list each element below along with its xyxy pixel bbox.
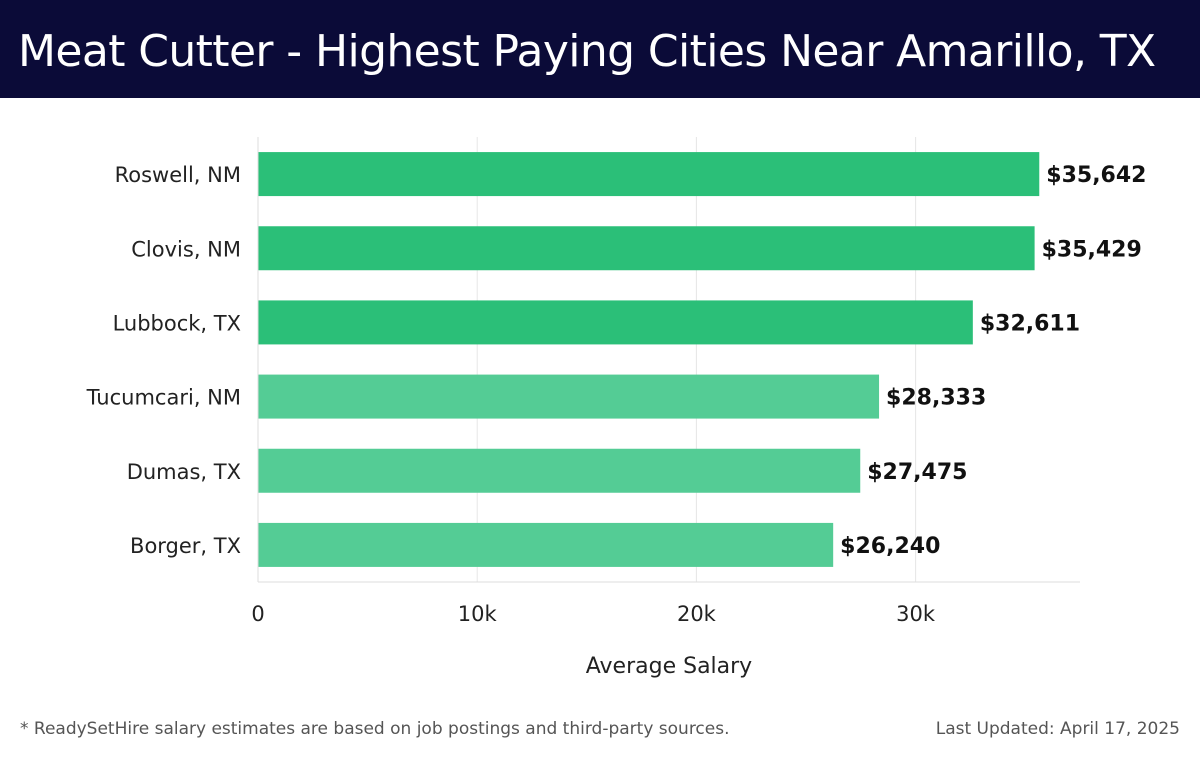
chart-title: Meat Cutter - Highest Paying Cities Near… <box>18 26 1156 77</box>
bar <box>258 300 973 345</box>
gridlines <box>257 137 917 582</box>
bar <box>258 152 1040 197</box>
value-label: $35,429 <box>1042 237 1142 262</box>
header-banner: Meat Cutter - Highest Paying Cities Near… <box>0 0 1200 98</box>
labels: 0 10k 20k 30k Roswell, NM $35,642 Clovis, NM $3… <box>86 163 1147 679</box>
category-label: Clovis, NM <box>131 237 241 261</box>
value-label: $35,642 <box>1046 163 1146 188</box>
x-tick-label: 30k <box>896 602 936 626</box>
x-axis-title: Average Salary <box>586 654 752 679</box>
bar <box>258 522 834 567</box>
bar <box>258 374 880 419</box>
category-label: Dumas, TX <box>127 460 241 484</box>
value-label: $26,240 <box>840 534 940 559</box>
x-tick-label: 0 <box>251 602 264 626</box>
category-label: Borger, TX <box>130 534 241 558</box>
value-label: $32,611 <box>980 311 1080 336</box>
category-label: Lubbock, TX <box>113 311 241 335</box>
bar <box>258 226 1035 271</box>
footnote: * ReadySetHire salary estimates are base… <box>20 719 730 739</box>
value-label: $28,333 <box>886 386 986 411</box>
axes <box>257 137 1080 583</box>
category-label: Tucumcari, NM <box>86 386 241 410</box>
bar <box>258 448 861 493</box>
bars <box>258 152 1040 567</box>
category-label: Roswell, NM <box>115 163 241 187</box>
x-tick-label: 20k <box>677 602 717 626</box>
last-updated: Last Updated: April 17, 2025 <box>935 719 1180 739</box>
x-tick-label: 10k <box>458 602 498 626</box>
value-label: $27,475 <box>867 460 967 485</box>
